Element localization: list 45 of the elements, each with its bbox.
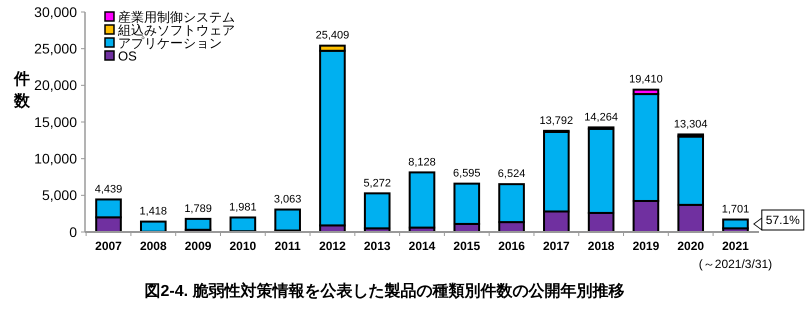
text: 図2-4. 脆弱性対策情報を公表した製品の種類別件数の公開年別推移 bbox=[144, 281, 625, 300]
x-tick-label: 2012 bbox=[319, 239, 346, 253]
total-label: 13,304 bbox=[674, 118, 708, 130]
total-label: 19,410 bbox=[629, 74, 663, 86]
total-label: 5,272 bbox=[363, 177, 391, 190]
y-tick-label: 25,000 bbox=[34, 40, 78, 57]
x-tick-label: 2011 bbox=[274, 239, 301, 253]
x-tick-label: 2019 bbox=[632, 239, 660, 253]
x-tick-label: 2018 bbox=[588, 239, 615, 253]
x-tick-label: 2009 bbox=[184, 239, 212, 253]
x-tick-label: 2021 bbox=[722, 239, 750, 253]
x-tick-label: 2010 bbox=[230, 239, 257, 253]
total-label: 13,792 bbox=[540, 114, 574, 127]
legend-label: 組込みソフトウェア bbox=[117, 22, 235, 38]
total-label: 4,439 bbox=[94, 183, 122, 196]
total-label: 14,264 bbox=[584, 111, 618, 124]
legend-label: アプリケーション bbox=[118, 36, 222, 51]
text: (～2021/3/31) bbox=[698, 257, 772, 271]
x-tick-label: 2008 bbox=[140, 239, 167, 253]
total-label: 1,981 bbox=[229, 201, 257, 214]
y-tick-label: 15,000 bbox=[34, 114, 78, 130]
x-tick-label: 2014 bbox=[408, 239, 436, 253]
x-tick-label: 2015 bbox=[453, 239, 480, 253]
x-tick-label: 2007 bbox=[95, 239, 122, 253]
legend-label: 産業用制御システム bbox=[118, 10, 235, 25]
y-tick-label: 30,000 bbox=[34, 4, 78, 20]
total-label: 6,595 bbox=[453, 168, 481, 180]
x-tick-label: 2017 bbox=[543, 239, 570, 253]
legend-label: OS bbox=[118, 48, 138, 64]
y-axis-title: 件数 bbox=[13, 70, 31, 110]
x-tick-label: 2013 bbox=[364, 239, 391, 253]
total-label: 8,128 bbox=[408, 156, 436, 168]
x-tick-label: 2016 bbox=[498, 239, 526, 253]
y-tick-label: 20,000 bbox=[34, 77, 78, 94]
x-tick-label: 2020 bbox=[677, 239, 704, 253]
total-label: 1,789 bbox=[184, 202, 212, 215]
y-tick-label: 5,000 bbox=[42, 187, 78, 204]
y-tick-label: 10,000 bbox=[34, 150, 78, 167]
text: 57.1% bbox=[766, 213, 800, 228]
total-label: 25,409 bbox=[316, 30, 350, 42]
total-label: 6,524 bbox=[498, 168, 526, 180]
total-label: 1,701 bbox=[722, 204, 750, 216]
total-label: 3,063 bbox=[274, 194, 302, 206]
y-tick-label: 0 bbox=[69, 224, 78, 240]
total-label: 1,418 bbox=[140, 206, 168, 218]
